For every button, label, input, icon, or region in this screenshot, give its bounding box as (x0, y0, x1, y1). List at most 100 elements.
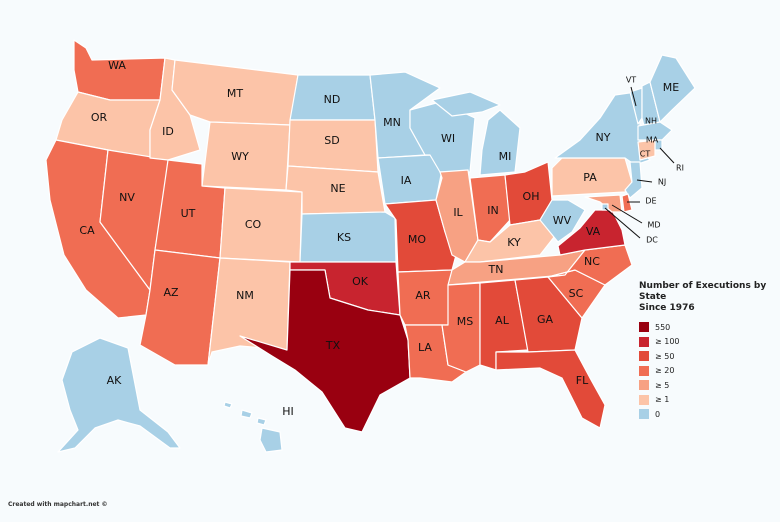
state-IL[interactable] (435, 169, 479, 263)
label-OK: OK (352, 275, 369, 288)
label-PA: PA (583, 171, 597, 184)
label-AZ: AZ (163, 286, 179, 299)
legend-swatch (639, 351, 649, 362)
state-VA[interactable] (557, 209, 626, 256)
label-WA: WA (108, 59, 126, 72)
state-DC[interactable] (601, 203, 609, 211)
label-TN: TN (488, 263, 504, 276)
label-NM: NM (236, 289, 254, 302)
label-NJ: NJ (658, 178, 666, 187)
label-MT: MT (227, 87, 243, 100)
label-TX: TX (325, 339, 341, 352)
legend-label: ≥ 50 (655, 351, 675, 361)
label-VT: VT (626, 76, 636, 85)
legend-title-line1: Number of Executions by State (639, 281, 767, 302)
leader-NJ (636, 179, 653, 183)
label-IA: IA (401, 174, 412, 187)
label-NH: NH (645, 117, 657, 126)
label-AR: AR (415, 289, 431, 302)
legend-item: ≥ 20 (639, 364, 779, 379)
label-ND: ND (324, 93, 341, 106)
legend-label: ≥ 20 (655, 366, 675, 376)
leader-RI (659, 147, 675, 164)
label-NY: NY (596, 131, 611, 144)
label-NE: NE (330, 182, 345, 195)
label-CT: CT (640, 150, 651, 159)
legend-swatch (639, 365, 649, 376)
state-FL[interactable] (495, 349, 606, 429)
label-CA: CA (79, 224, 95, 237)
credit-text: Created with mapchart.net © (8, 501, 108, 508)
state-NJ[interactable] (624, 161, 643, 199)
legend-item: 550 (639, 320, 779, 335)
state-MI[interactable] (431, 91, 521, 176)
label-MA: MA (646, 136, 659, 145)
label-WI: WI (441, 132, 455, 145)
legend-title-line2: Since 1976 (639, 303, 695, 313)
legend-swatch (639, 336, 649, 347)
legend-item: 0 (639, 407, 779, 422)
label-VA: VA (586, 225, 601, 238)
state-TX[interactable] (239, 269, 411, 433)
state-KS[interactable] (299, 211, 397, 263)
label-FL: FL (576, 374, 589, 387)
label-SD: SD (324, 134, 339, 147)
leader-DC (604, 207, 641, 239)
label-CO: CO (245, 218, 262, 231)
label-MI: MI (499, 150, 512, 163)
label-LA: LA (418, 341, 432, 354)
legend-swatch (639, 380, 649, 391)
label-SC: SC (569, 287, 584, 300)
state-WV[interactable] (539, 199, 586, 243)
legend: Number of Executions by State Since 1976… (639, 281, 779, 422)
label-UT: UT (181, 207, 196, 220)
state-IN[interactable] (469, 174, 511, 243)
state-GA[interactable] (514, 276, 583, 353)
label-MO: MO (408, 233, 426, 246)
label-KY: KY (507, 236, 521, 249)
label-MN: MN (383, 116, 401, 129)
label-WY: WY (231, 150, 249, 163)
label-AL: AL (495, 314, 510, 327)
label-OR: OR (91, 111, 108, 124)
label-ME: ME (663, 81, 679, 94)
label-GA: GA (537, 313, 554, 326)
leader-MD (611, 204, 643, 224)
label-IL: IL (453, 206, 463, 219)
legend-swatch (639, 409, 649, 420)
legend-item: ≥ 100 (639, 335, 779, 350)
label-AK: AK (107, 374, 123, 387)
legend-swatch (639, 322, 649, 333)
legend-label: ≥ 5 (655, 380, 670, 390)
label-RI: RI (676, 164, 684, 173)
state-CT[interactable] (637, 139, 656, 161)
legend-label: ≥ 1 (655, 395, 670, 405)
label-DC: DC (646, 236, 658, 245)
label-NC: NC (584, 255, 600, 268)
state-AK[interactable] (57, 337, 181, 453)
legend-item: ≥ 1 (639, 393, 779, 408)
legend-title: Number of Executions by State Since 1976 (639, 281, 779, 314)
label-HI: HI (282, 405, 294, 418)
label-KS: KS (337, 231, 351, 244)
leader-VT (630, 86, 637, 107)
legend-item: ≥ 5 (639, 378, 779, 393)
legend-item: ≥ 50 (639, 349, 779, 364)
legend-label: ≥ 100 (655, 337, 680, 347)
legend-swatch (639, 394, 649, 405)
label-ID: ID (162, 125, 174, 138)
label-OH: OH (523, 190, 540, 203)
state-DE[interactable] (621, 193, 633, 213)
state-HI[interactable] (223, 401, 283, 453)
label-MD: MD (647, 221, 660, 230)
state-MA[interactable] (637, 121, 673, 141)
legend-label: 550 (655, 322, 671, 332)
label-IN: IN (487, 204, 498, 217)
label-NV: NV (119, 191, 135, 204)
state-IA[interactable] (377, 154, 443, 205)
legend-label: 0 (655, 409, 661, 419)
label-WV: WV (553, 214, 572, 227)
label-DE: DE (645, 197, 656, 206)
